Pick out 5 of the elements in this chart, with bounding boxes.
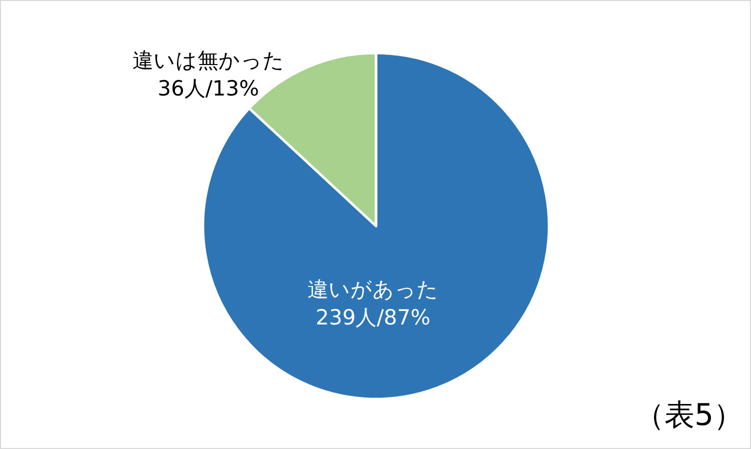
text: （表5） [634, 398, 744, 433]
slice-label: 違いがあった [308, 278, 439, 302]
data-label: 239人/87% [316, 306, 430, 330]
slice-label: 違いは無かった [132, 48, 284, 72]
data-label: 36人/13% [158, 76, 260, 100]
